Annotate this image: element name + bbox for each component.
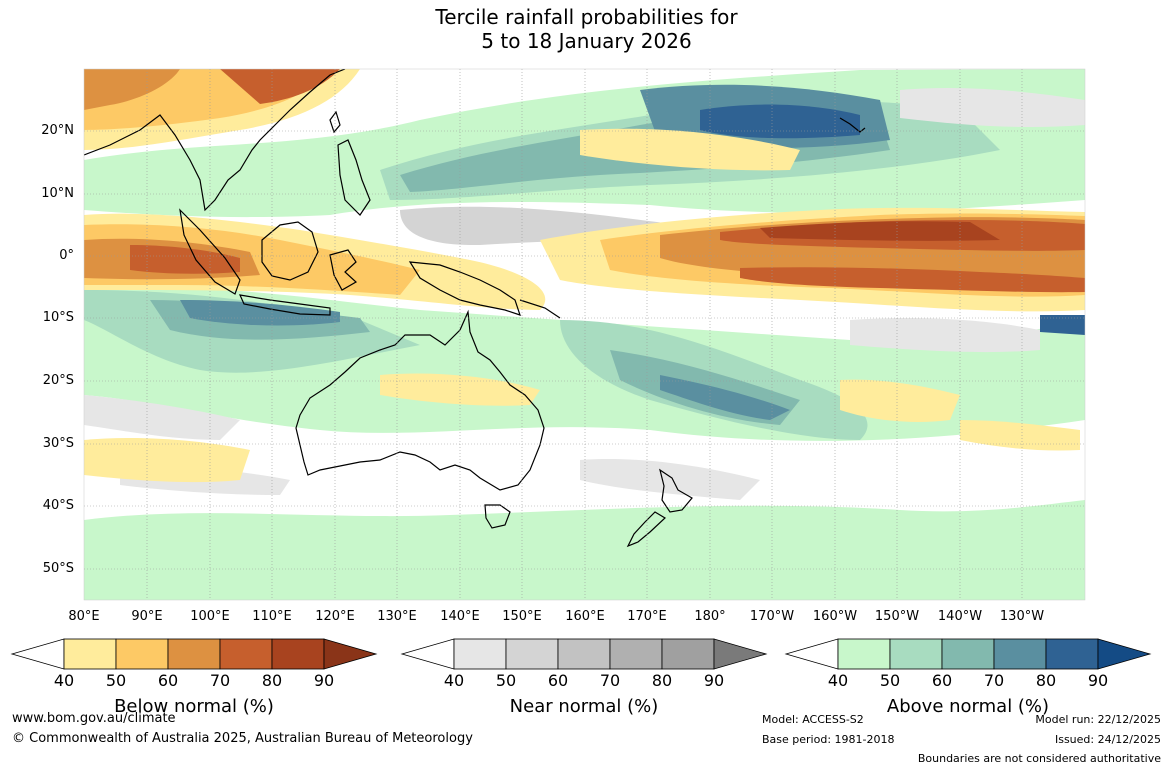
new-zealand-north bbox=[659, 468, 693, 513]
new-zealand-south bbox=[626, 511, 666, 548]
longitude-label: 130°W bbox=[999, 609, 1045, 624]
longitude-label: 110°E bbox=[252, 609, 292, 624]
above-normal-tick-label: 70 bbox=[983, 671, 1005, 690]
below-normal-tick-label: 60 bbox=[157, 671, 179, 690]
copyright: © Commonwealth of Australia 2025, Austra… bbox=[12, 731, 473, 746]
longitude-label: 90°E bbox=[131, 609, 163, 624]
near-normal-tick-label: 60 bbox=[547, 671, 569, 690]
boundaries-disclaimer: Boundaries are not considered authoritat… bbox=[917, 752, 1161, 765]
latitude-label: 30°S bbox=[42, 436, 74, 451]
java-coastline bbox=[238, 294, 331, 316]
website-link[interactable]: www.bom.gov.au/climate bbox=[12, 711, 176, 726]
model-name: Model: ACCESS-S2 bbox=[762, 713, 864, 726]
near-normal-tick-label: 50 bbox=[495, 671, 517, 690]
title-line-2: 5 to 18 January 2026 bbox=[481, 29, 692, 53]
below-normal-tick-label: 90 bbox=[313, 671, 335, 690]
longitude-label: 160°W bbox=[812, 609, 858, 624]
longitude-label: 180° bbox=[694, 609, 726, 624]
latitude-label: 10°N bbox=[41, 186, 74, 201]
longitude-label: 170°E bbox=[627, 609, 667, 624]
latitude-label: 10°S bbox=[42, 310, 74, 325]
solomon-coastline bbox=[519, 299, 561, 319]
new-guinea-coastline bbox=[408, 261, 521, 316]
issued-date: Issued: 24/12/2025 bbox=[1054, 733, 1161, 746]
longitude-label: 160°E bbox=[565, 609, 605, 624]
longitude-label: 80°E bbox=[68, 609, 100, 624]
below-normal-label: Below normal (%) bbox=[114, 696, 274, 717]
longitude-label: 130°E bbox=[377, 609, 417, 624]
near-normal-tick-label: 40 bbox=[443, 671, 465, 690]
below-normal-tick-label: 40 bbox=[53, 671, 75, 690]
sumatra-coastline bbox=[179, 208, 241, 295]
above-normal-tick-label: 40 bbox=[827, 671, 849, 690]
near-normal-tick-label: 70 bbox=[599, 671, 621, 690]
taiwan-coastline bbox=[329, 110, 341, 134]
longitude-label: 170°W bbox=[749, 609, 795, 624]
latitude-label: 20°S bbox=[42, 373, 74, 388]
longitude-label: 100°E bbox=[190, 609, 230, 624]
longitude-label: 150°W bbox=[874, 609, 920, 624]
longitude-label: 140°E bbox=[440, 609, 480, 624]
near-normal-tick-label: 80 bbox=[651, 671, 673, 690]
above-normal-tick-label: 50 bbox=[879, 671, 901, 690]
latitude-label: 20°N bbox=[41, 123, 74, 138]
hawaii-coastline bbox=[839, 117, 866, 133]
latitude-label: 0° bbox=[59, 248, 74, 263]
australia-coastline bbox=[295, 309, 545, 491]
longitude-label: 140°W bbox=[937, 609, 983, 624]
latitude-label: 40°S bbox=[42, 498, 74, 513]
philippines-coastline bbox=[337, 139, 371, 216]
above-normal-tick-label: 80 bbox=[1035, 671, 1057, 690]
tasmania-coastline bbox=[484, 504, 511, 529]
base-period: Base period: 1981-2018 bbox=[762, 733, 895, 746]
below-normal-tick-label: 50 bbox=[105, 671, 127, 690]
above-normal-tick-label: 60 bbox=[931, 671, 953, 690]
sulawesi-coastline bbox=[329, 249, 358, 291]
below-normal-regions bbox=[84, 69, 1085, 483]
coastlines bbox=[84, 69, 866, 548]
longitude-label: 120°E bbox=[315, 609, 355, 624]
below-normal-tick-label: 80 bbox=[261, 671, 283, 690]
latitude-label: 50°S bbox=[42, 561, 74, 576]
model-run: Model run: 22/12/2025 bbox=[1035, 713, 1161, 726]
title-line-1: Tercile rainfall probabilities for bbox=[435, 5, 738, 29]
near-normal-label: Near normal (%) bbox=[509, 696, 659, 717]
borneo-coastline bbox=[261, 221, 319, 281]
asia-coastline bbox=[84, 69, 346, 212]
near-normal-tick-label: 90 bbox=[703, 671, 725, 690]
above-normal-tick-label: 90 bbox=[1087, 671, 1109, 690]
above-normal-label: Above normal (%) bbox=[886, 696, 1050, 717]
gridlines bbox=[84, 69, 1085, 600]
longitude-label: 150°E bbox=[502, 609, 542, 624]
below-normal-tick-label: 70 bbox=[209, 671, 231, 690]
